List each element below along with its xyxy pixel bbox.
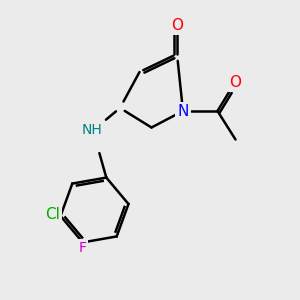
Text: F: F — [79, 241, 87, 255]
Text: Cl: Cl — [46, 207, 61, 222]
Text: N: N — [177, 103, 189, 118]
Text: O: O — [230, 75, 242, 90]
Text: NH: NH — [81, 124, 102, 137]
Text: O: O — [171, 18, 183, 33]
